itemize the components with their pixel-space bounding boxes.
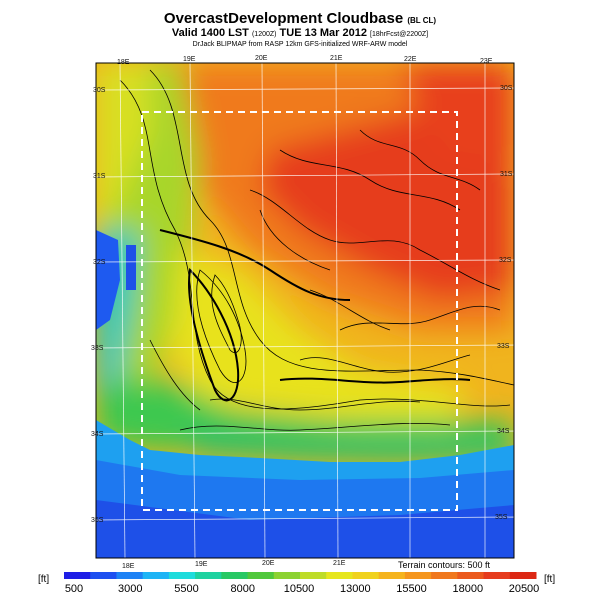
cloudbase-contours <box>159 229 471 402</box>
colorbar-swatch <box>457 572 485 579</box>
colorbar-label: 5500 <box>174 583 198 595</box>
map-title: OvercastDevelopment Cloudbase (BL CL) <box>0 10 600 27</box>
colorbar-swatch <box>247 572 275 579</box>
colorbar-swatch <box>352 572 380 579</box>
colorbar-swatch <box>273 572 301 579</box>
colorbar-swatch <box>509 572 537 579</box>
colorbar-label: 20500 <box>509 583 540 595</box>
forecast-date: TUE 13 Mar 2012 <box>279 27 367 39</box>
color-field <box>96 63 514 558</box>
colorbar-label: 8000 <box>231 583 255 595</box>
lat-label-right: 31S <box>500 171 513 178</box>
title-text: OvercastDevelopment Cloudbase <box>163 10 404 27</box>
colorbar-swatch <box>142 572 170 579</box>
inner-domain-box <box>141 111 458 511</box>
lon-label-top: 18E <box>117 59 130 66</box>
map-credit: DrJack BLIPMAP from RASP 12km GFS-initia… <box>192 41 408 48</box>
lat-label-right: 34S <box>497 428 510 435</box>
colorbar-label: 18000 <box>453 583 484 595</box>
forecast-hour: [18hrFcst@2200Z] <box>370 31 429 38</box>
colorbar-swatch <box>195 572 222 579</box>
lon-label-top: 23E <box>480 58 493 65</box>
colorbar-swatch <box>378 572 406 579</box>
lat-label-right: 35S <box>495 514 508 521</box>
lon-label-top: 22E <box>404 56 417 63</box>
colorbar-label: 15500 <box>396 583 427 595</box>
lon-label-bottom: 20E <box>262 560 275 567</box>
colorbar-swatch <box>168 572 196 579</box>
zulu-time: (1200Z) <box>251 31 277 38</box>
colorbar-swatch <box>221 572 249 579</box>
valid-time: Valid 1400 LST <box>171 27 249 39</box>
colorbar-swatch <box>64 572 91 579</box>
lat-label-left: 31S <box>93 173 106 180</box>
colorbar-labels: 500 3000 5500 8000 10500 13000 15500 18000 20500 <box>65 583 539 595</box>
map-frame <box>95 62 515 559</box>
lat-label-right: 33S <box>497 343 510 350</box>
map-subtitle: Valid 1400 LST (1200Z) TUE 13 Mar 2012 [… <box>0 27 600 39</box>
lon-label-bottom: 21E <box>333 560 346 567</box>
colorbar-label: 13000 <box>340 583 371 595</box>
lat-label-left: 30S <box>93 87 106 94</box>
colorbar-unit-left: [ft] <box>38 574 49 585</box>
lon-label-top: 19E <box>183 56 196 63</box>
terrain-contour-note: Terrain contours: 500 ft <box>398 560 491 570</box>
colorbar-unit-right: [ft] <box>544 574 555 585</box>
lon-label-bottom: 18E <box>122 563 135 570</box>
lat-label-left: 33S <box>91 345 104 352</box>
lat-label-left: 32S <box>93 259 106 266</box>
lat-label-left: 35S <box>91 517 104 524</box>
colorbar-swatch <box>90 572 117 579</box>
colorbar-swatch <box>116 572 144 579</box>
lat-label-left: 34S <box>91 431 104 438</box>
lon-label-top: 20E <box>255 55 268 62</box>
latlon-grid <box>96 63 514 558</box>
colorbar-label: 10500 <box>284 583 315 595</box>
colorbar-label: 3000 <box>118 583 142 595</box>
terrain-contours <box>119 69 514 431</box>
title-tag: (BL CL) <box>407 16 437 25</box>
colorbar-swatch <box>404 572 432 579</box>
lon-label-top: 21E <box>330 55 343 62</box>
colorbar-swatch <box>483 572 511 579</box>
lon-label-bottom: 19E <box>195 561 208 568</box>
colorbar-swatch <box>300 572 327 579</box>
lat-label-right: 30S <box>500 85 513 92</box>
colorbar <box>64 572 537 579</box>
colorbar-swatch <box>431 572 458 579</box>
colorbar-swatch <box>326 572 353 579</box>
lat-label-right: 32S <box>499 257 512 264</box>
colorbar-label: 500 <box>65 583 83 595</box>
